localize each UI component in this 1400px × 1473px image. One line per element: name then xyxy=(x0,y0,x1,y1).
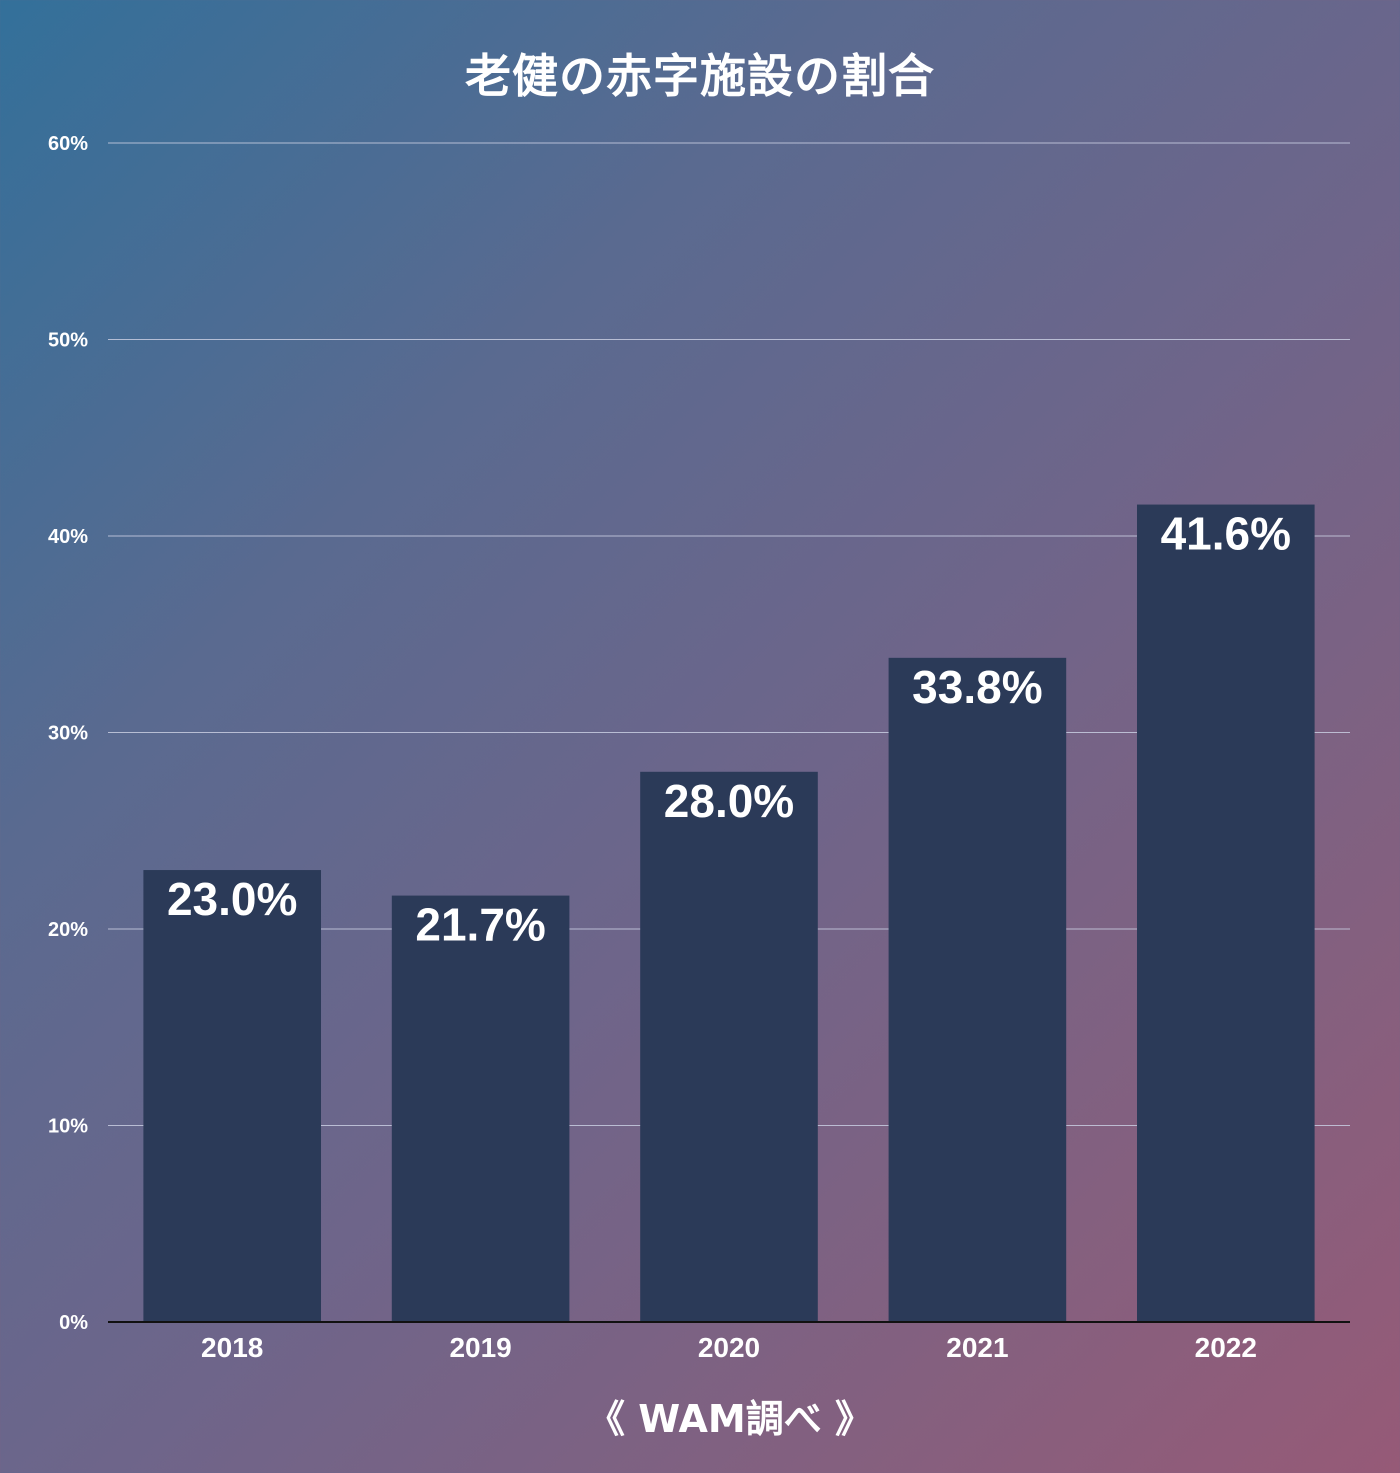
bars xyxy=(143,504,1315,1322)
y-tick-label: 50% xyxy=(48,330,88,352)
data-label: 28.0% xyxy=(664,775,794,827)
y-tick-label: 60% xyxy=(48,133,88,155)
x-tick-label: 2018 xyxy=(201,1332,263,1363)
bar xyxy=(391,895,570,1322)
data-labels: 23.0% 21.7% 28.0% 33.8% 41.6% xyxy=(167,508,1291,951)
x-axis-tick-labels: 2018 2019 2020 2021 2022 xyxy=(201,1332,1257,1363)
data-label: 23.0% xyxy=(167,873,297,925)
source-note: 《 WAM調べ 》 xyxy=(587,1397,873,1441)
data-label: 33.8% xyxy=(912,661,1042,713)
y-tick-label: 30% xyxy=(48,723,88,745)
data-label: 21.7% xyxy=(415,899,545,951)
y-axis-tick-labels: 0% 10% 20% 30% 40% 50% 60% xyxy=(48,133,88,1334)
y-tick-label: 20% xyxy=(48,919,88,941)
bar xyxy=(1136,504,1315,1322)
bar xyxy=(888,657,1067,1322)
chart-title: 老健の赤字施設の割合 xyxy=(465,49,935,103)
x-tick-label: 2021 xyxy=(946,1332,1008,1363)
x-tick-label: 2019 xyxy=(449,1332,511,1363)
x-tick-label: 2022 xyxy=(1195,1332,1257,1363)
bar xyxy=(640,771,818,1322)
data-label: 41.6% xyxy=(1161,508,1291,560)
y-tick-label: 40% xyxy=(48,526,88,548)
x-tick-label: 2020 xyxy=(698,1332,760,1363)
y-tick-label: 10% xyxy=(48,1116,88,1138)
y-tick-label: 0% xyxy=(59,1312,88,1334)
bar xyxy=(143,870,322,1322)
